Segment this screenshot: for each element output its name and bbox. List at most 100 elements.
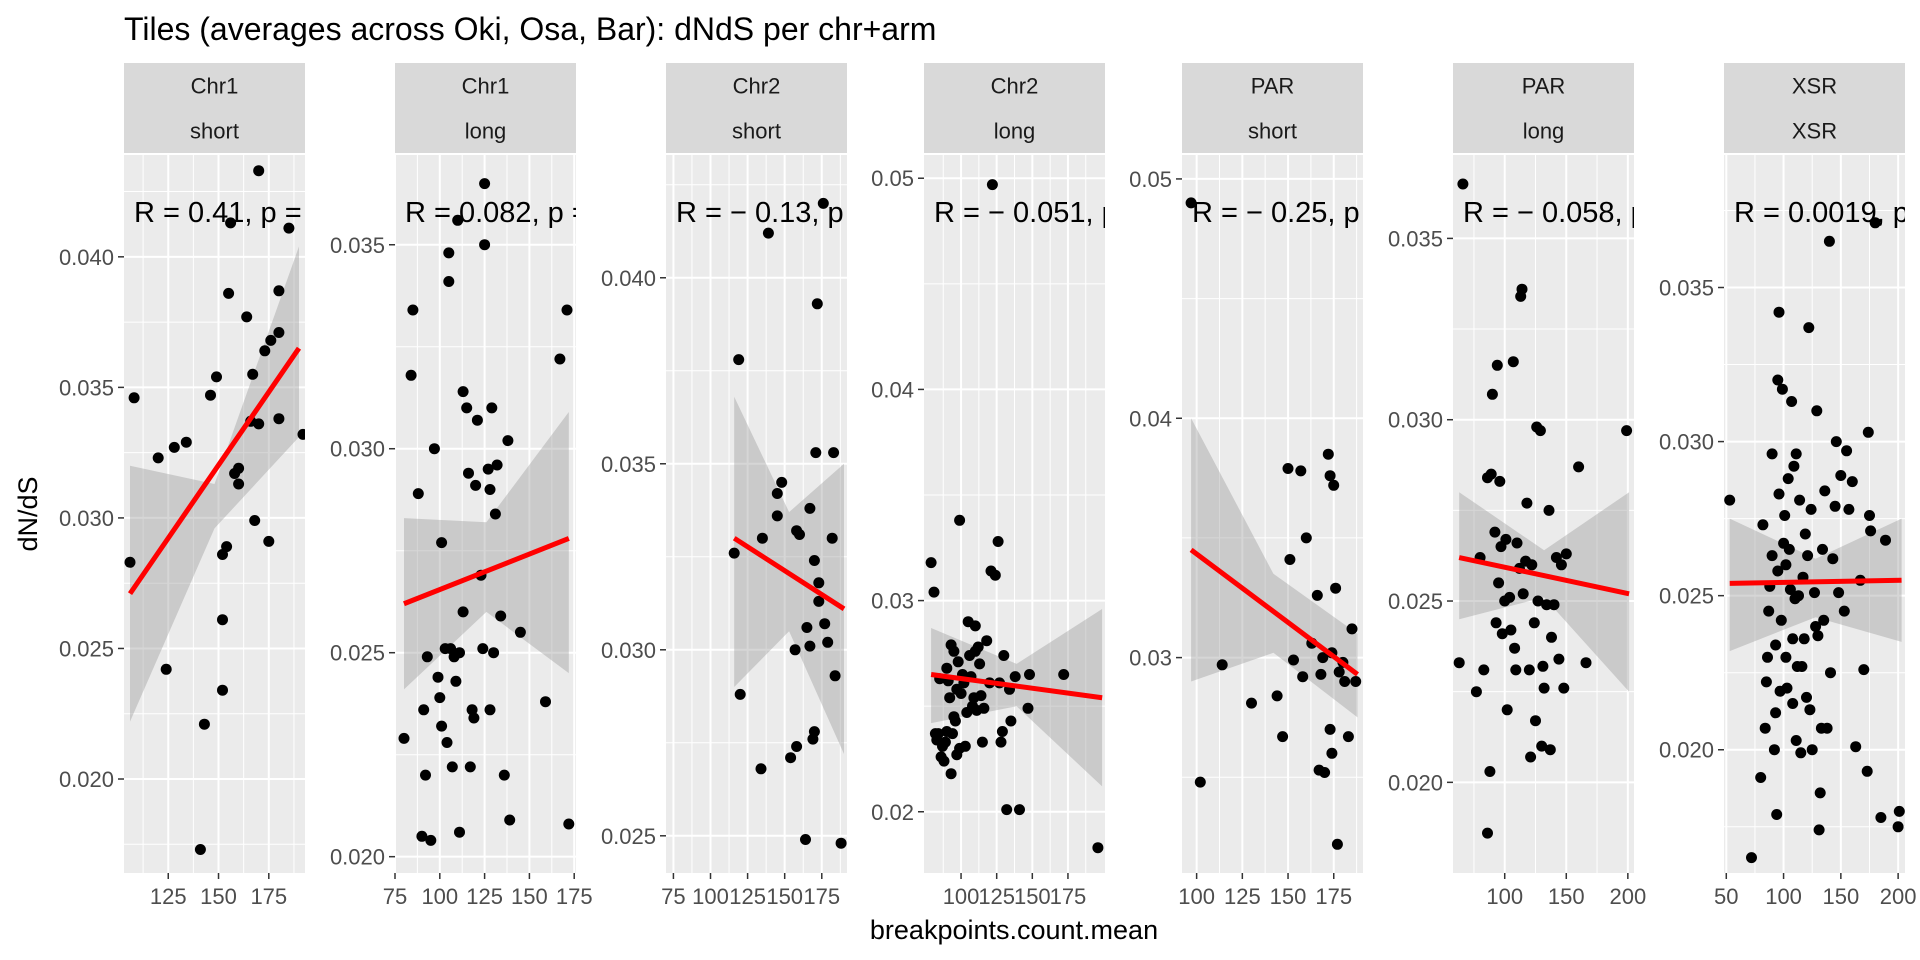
data-point bbox=[416, 830, 428, 842]
data-point bbox=[835, 837, 847, 849]
data-point bbox=[561, 304, 573, 316]
data-point bbox=[283, 222, 295, 234]
data-point bbox=[160, 663, 172, 675]
facet-panel: Chr1 long R = 0.082, p = 0.020 0.025 0.030 0.0… bbox=[330, 63, 593, 909]
x-tick-label: 200 bbox=[1609, 884, 1646, 909]
data-point bbox=[947, 728, 958, 740]
data-point bbox=[1548, 599, 1560, 611]
data-point bbox=[1330, 582, 1342, 594]
data-point bbox=[233, 478, 245, 490]
data-point bbox=[434, 692, 446, 704]
data-point bbox=[1760, 676, 1772, 688]
correlation-label: R = − 0.058, p bbox=[1463, 197, 1647, 229]
data-point bbox=[932, 728, 944, 740]
data-point bbox=[482, 463, 494, 475]
data-point bbox=[808, 555, 820, 566]
data-point bbox=[1493, 577, 1505, 589]
data-point bbox=[1319, 767, 1331, 778]
data-point bbox=[1795, 747, 1807, 759]
data-point bbox=[954, 514, 966, 526]
y-tick-label: 0.02 bbox=[871, 800, 914, 825]
data-point bbox=[502, 435, 514, 447]
data-point bbox=[1489, 526, 1501, 538]
data-point bbox=[463, 467, 474, 479]
y-tick-label: 0.03 bbox=[871, 589, 914, 614]
facet-strip-top bbox=[1182, 63, 1363, 108]
data-point bbox=[1521, 497, 1533, 509]
data-point bbox=[989, 569, 1001, 581]
data-point bbox=[1812, 630, 1824, 642]
regression-line bbox=[1729, 577, 1902, 586]
data-point bbox=[817, 197, 829, 209]
data-point bbox=[457, 606, 469, 618]
data-point bbox=[412, 488, 424, 500]
data-point bbox=[1804, 704, 1816, 716]
data-point bbox=[443, 276, 455, 287]
y-tick-label: 0.05 bbox=[871, 166, 914, 191]
data-point bbox=[1457, 178, 1469, 190]
data-point bbox=[1342, 731, 1354, 743]
data-point bbox=[273, 327, 285, 338]
data-point bbox=[776, 476, 788, 488]
data-point bbox=[1001, 804, 1013, 816]
data-point bbox=[1453, 657, 1465, 669]
data-point bbox=[128, 392, 140, 404]
data-point bbox=[1271, 690, 1283, 702]
correlation-label: R = − 0.13, p bbox=[676, 197, 844, 229]
facet-strip-bottom bbox=[1453, 108, 1634, 153]
data-point bbox=[1194, 776, 1206, 788]
data-point bbox=[1501, 704, 1513, 716]
data-point bbox=[1523, 664, 1535, 676]
correlation-label: R = 0.41, p = bbox=[134, 197, 302, 229]
y-tick-label: 0.030 bbox=[1388, 408, 1443, 433]
chart-title: Tiles (averages across Oki, Osa, Bar): d… bbox=[124, 11, 936, 47]
data-point bbox=[223, 287, 235, 299]
y-tick-label: 0.025 bbox=[1388, 589, 1443, 614]
data-point bbox=[265, 334, 277, 346]
data-point bbox=[454, 826, 465, 838]
data-point bbox=[1794, 494, 1806, 506]
y-axis-title: dN/dS bbox=[13, 476, 43, 551]
correlation-label: R = 0.082, p = bbox=[405, 197, 589, 229]
data-point bbox=[1813, 824, 1825, 836]
data-point bbox=[981, 635, 993, 647]
data-point bbox=[1092, 842, 1104, 854]
data-point bbox=[819, 618, 831, 630]
data-point bbox=[1509, 642, 1521, 654]
data-point bbox=[1510, 664, 1522, 676]
x-tick-label: 100 bbox=[943, 884, 980, 909]
data-point bbox=[259, 345, 271, 357]
data-point bbox=[1350, 676, 1362, 687]
data-point bbox=[1802, 550, 1814, 562]
data-point bbox=[959, 740, 971, 752]
x-axis-title: breakpoints.count.mean bbox=[870, 915, 1158, 945]
x-tick-label: 150 bbox=[766, 884, 803, 909]
data-point bbox=[563, 818, 575, 830]
data-point bbox=[486, 402, 498, 414]
data-point bbox=[1817, 543, 1828, 555]
x-tick-label: 150 bbox=[1270, 884, 1307, 909]
x-tick-label: 125 bbox=[150, 884, 187, 909]
x-tick-label: 150 bbox=[1014, 884, 1051, 909]
facet-strip-top bbox=[924, 63, 1105, 108]
data-point bbox=[1770, 639, 1782, 651]
data-point bbox=[1766, 550, 1778, 562]
data-point bbox=[1328, 479, 1340, 491]
y-tick-label: 0.025 bbox=[601, 824, 656, 849]
panel-background bbox=[1453, 155, 1634, 873]
data-point bbox=[938, 755, 950, 767]
data-point bbox=[1892, 821, 1904, 833]
data-point bbox=[986, 179, 998, 191]
data-point bbox=[1830, 436, 1842, 448]
data-point bbox=[1536, 740, 1548, 752]
data-point bbox=[1326, 747, 1338, 759]
data-point bbox=[1821, 722, 1833, 734]
data-point bbox=[941, 662, 953, 674]
correlation-label: R = 0.0019, p bbox=[1734, 197, 1909, 229]
y-tick-label: 0.040 bbox=[601, 266, 656, 291]
facet-strip-label: Chr1 bbox=[191, 74, 239, 99]
data-point bbox=[1846, 476, 1858, 488]
panel-grid bbox=[395, 155, 576, 873]
data-point bbox=[1755, 772, 1767, 783]
facet-panel: Chr2 long R = − 0.051, p 0.02 0.03 0.04 0.05 10… bbox=[871, 63, 1105, 909]
